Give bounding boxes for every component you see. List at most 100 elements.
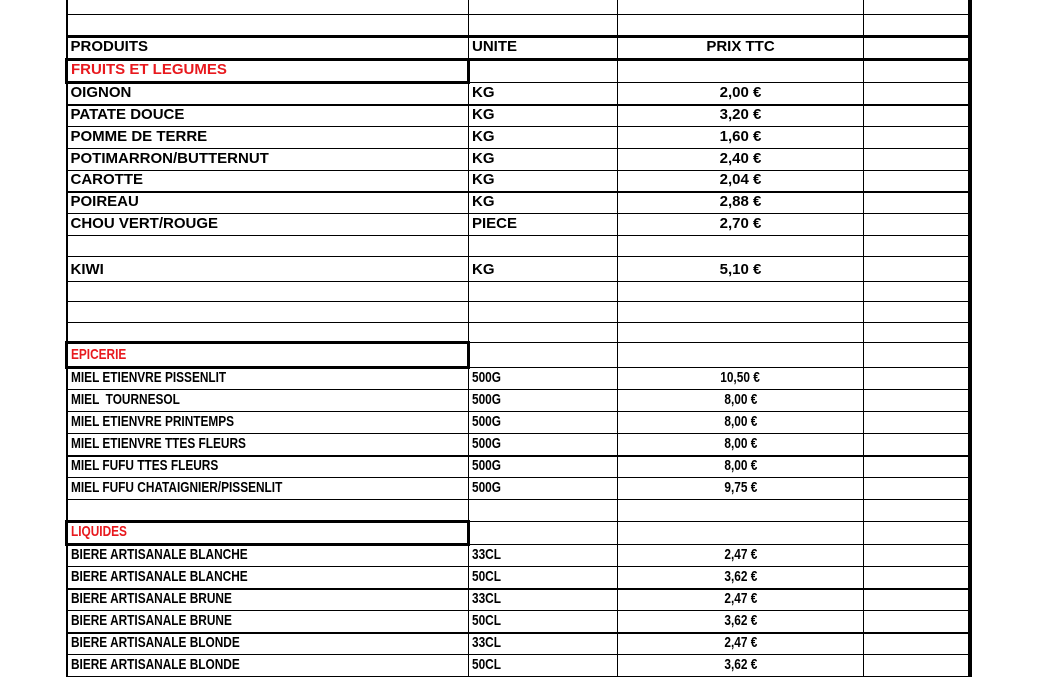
table-row: MIEL TOURNESOL 500G 8,00 € <box>65 389 972 412</box>
empty-cell <box>65 235 469 257</box>
produit-cell-text: MIEL ETIENVRE TTES FLEURS <box>70 434 246 452</box>
prix-cell-text: 3,20 € <box>719 105 762 123</box>
column-header-extra <box>863 34 972 61</box>
unite-cell-text: KG <box>472 149 495 167</box>
produit-cell-text: MIEL ETIENVRE PRINTEMPS <box>70 413 234 430</box>
unite-cell: 50CL <box>468 566 618 590</box>
unite-cell-text: 50CL <box>472 656 501 673</box>
table-row: BIERE ARTISANALE BLONDE 33CL 2,47 € <box>65 632 972 655</box>
unite-cell: 500G <box>468 433 618 457</box>
prix-cell: 2,70 € <box>617 213 864 236</box>
prix-cell: 2,40 € <box>617 147 864 171</box>
unite-cell-text: KG <box>472 105 495 123</box>
section-title: EPICERIE <box>71 346 127 363</box>
prix-cell-text: 9,75 € <box>724 479 757 496</box>
table-row <box>65 13 972 37</box>
unite-cell-text: 500G <box>472 434 501 452</box>
prix-cell-text: 2,40 € <box>719 149 762 167</box>
unite-cell: KG <box>468 125 618 149</box>
empty-cell <box>468 499 618 522</box>
extra-cell <box>863 455 972 478</box>
empty-cell <box>617 499 864 522</box>
table-row: MIEL ETIENVRE PISSENLIT 500G 10,50 € <box>65 367 972 390</box>
prix-cell: 10,50 € <box>617 367 864 390</box>
produit-cell: CAROTTE <box>65 169 469 193</box>
produit-cell: BIERE ARTISANALE BLANCHE <box>65 566 469 590</box>
produit-cell: CHOU VERT/ROUGE <box>65 213 469 236</box>
empty-cell <box>65 281 469 302</box>
empty-cell <box>863 235 972 257</box>
prix-cell: 5,10 € <box>617 256 864 282</box>
extra-cell <box>863 632 972 655</box>
produit-cell: BIERE ARTISANALE BRUNE <box>65 588 469 611</box>
unite-cell: 500G <box>468 367 618 390</box>
table-row: PATATE DOUCE KG 3,20 € <box>65 104 972 127</box>
prix-cell: 8,00 € <box>617 389 864 412</box>
unite-cell: PIECE <box>468 213 618 236</box>
unite-cell: KG <box>468 169 618 193</box>
extra-cell <box>863 477 972 500</box>
extra-cell <box>863 588 972 611</box>
empty-cell <box>468 322 618 343</box>
produit-cell: BIERE ARTISANALE BRUNE <box>65 610 469 634</box>
unite-cell-text: 500G <box>472 391 501 408</box>
table-row: EPICERIE <box>65 341 972 369</box>
unite-cell: 50CL <box>468 654 618 677</box>
empty-cell <box>617 301 864 323</box>
table-row: OIGNON KG 2,00 € <box>65 81 972 106</box>
produit-cell: BIERE ARTISANALE BLANCHE <box>65 544 469 567</box>
produit-cell-text: BIERE ARTISANALE BLONDE <box>70 656 240 673</box>
empty-cell <box>863 281 972 302</box>
column-header-unite: UNITE <box>468 34 618 61</box>
prix-cell: 3,62 € <box>617 610 864 634</box>
empty-cell <box>468 281 618 302</box>
unite-cell-text: KG <box>472 261 495 278</box>
empty-cell <box>468 235 618 257</box>
produit-cell-text: BIERE ARTISANALE BLANCHE <box>70 546 248 563</box>
prix-cell-text: 2,00 € <box>719 83 762 101</box>
prix-cell-text: 8,00 € <box>724 413 757 430</box>
unite-cell-text: 33CL <box>472 634 501 651</box>
prix-cell-text: 3,62 € <box>724 611 757 629</box>
extra-cell <box>863 125 972 149</box>
prix-cell-text: 10,50 € <box>720 369 761 386</box>
empty-cell <box>863 342 972 368</box>
price-table: PRODUITS UNITE PRIX TTC FRUITS ET LEGUMES OI… <box>65 0 972 677</box>
prix-cell: 3,62 € <box>617 566 864 590</box>
produit-cell: POTIMARRON/BUTTERNUT <box>65 147 469 171</box>
section-header-cell: LIQUIDES <box>65 520 470 546</box>
empty-cell <box>863 301 972 323</box>
table-row: CHOU VERT/ROUGE PIECE 2,70 € <box>65 213 972 236</box>
empty-cell <box>617 235 864 257</box>
produit-cell: MIEL ETIENVRE PISSENLIT <box>65 367 469 390</box>
empty-cell <box>468 0 618 15</box>
table-row <box>65 281 972 302</box>
unite-cell: KG <box>468 147 618 171</box>
unite-cell-text: 33CL <box>472 590 501 607</box>
produit-cell: MIEL TOURNESOL <box>65 389 469 412</box>
empty-cell <box>468 521 618 545</box>
empty-cell <box>863 13 972 37</box>
prix-cell: 9,75 € <box>617 477 864 500</box>
empty-cell <box>617 13 864 37</box>
produit-cell-text: POTIMARRON/BUTTERNUT <box>70 149 269 167</box>
prix-cell-text: 3,62 € <box>724 656 757 673</box>
produit-cell-text: MIEL FUFU TTES FLEURS <box>70 457 218 474</box>
prix-cell: 2,04 € <box>617 169 864 193</box>
produit-cell-text: POMME DE TERRE <box>70 127 208 145</box>
produit-cell-text: BIERE ARTISANALE BLONDE <box>70 634 240 651</box>
prix-cell-text: 8,00 € <box>724 457 757 474</box>
produit-cell: PATATE DOUCE <box>65 104 469 127</box>
unite-cell-text: KG <box>472 127 495 145</box>
extra-cell <box>863 147 972 171</box>
unite-cell: 50CL <box>468 610 618 634</box>
empty-cell <box>468 342 618 368</box>
unite-cell-text: 500G <box>472 457 501 474</box>
produit-cell-text: CAROTTE <box>70 170 144 188</box>
extra-cell <box>863 367 972 390</box>
prix-cell-text: 5,10 € <box>719 261 762 278</box>
produit-cell: MIEL ETIENVRE PRINTEMPS <box>65 411 469 434</box>
unite-cell: KG <box>468 104 618 127</box>
column-header-label: PRIX TTC <box>706 37 775 55</box>
